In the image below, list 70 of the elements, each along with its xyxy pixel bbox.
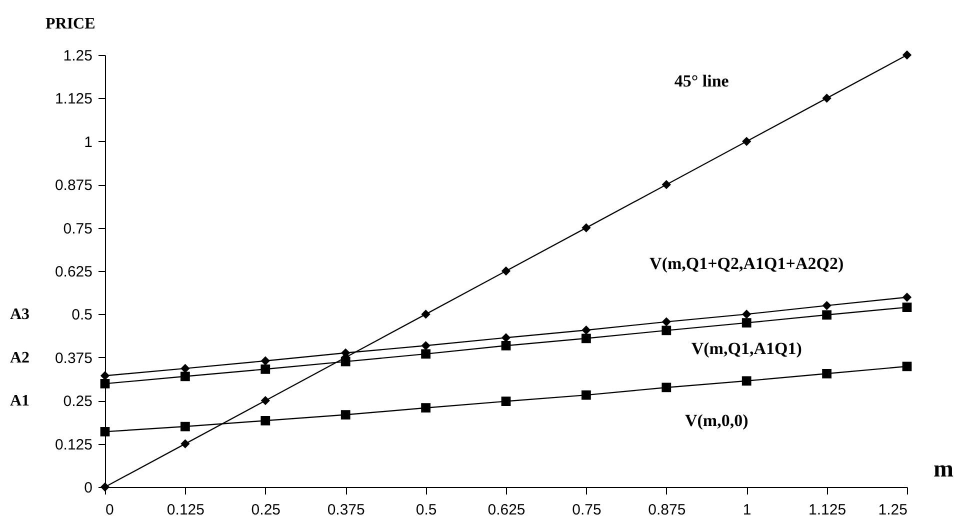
y-tick-label: 0.25: [63, 393, 92, 410]
point: [662, 180, 671, 189]
y-tick-label: 0: [84, 480, 92, 496]
x-tick-label: 0.625: [488, 502, 526, 518]
point: [582, 334, 591, 344]
point: [822, 301, 832, 310]
point: [340, 410, 350, 420]
point: [421, 341, 430, 350]
y-tick-label: 0.125: [54, 436, 92, 454]
point: [822, 368, 832, 378]
point: [180, 439, 190, 448]
y-tick-label: 0.375: [54, 350, 92, 367]
point: [100, 378, 110, 388]
text: A2: [10, 349, 30, 366]
x-tick-label: 0.5: [416, 502, 437, 518]
point: [902, 362, 912, 372]
x-tick-label: 0.875: [648, 502, 686, 518]
point: [100, 427, 110, 436]
point: [260, 416, 270, 426]
series-label: V(m,0,0): [684, 410, 748, 430]
point: [742, 137, 751, 146]
x-tick-label: 1: [742, 502, 752, 518]
point: [742, 376, 752, 386]
point: [902, 50, 912, 60]
series-label: V(m,Q1,A1Q1): [691, 338, 802, 358]
x-tick-label: 0: [106, 502, 114, 518]
point: [662, 382, 672, 392]
x-tick-label: 0.125: [166, 502, 204, 518]
point: [582, 390, 591, 400]
y-axis-title: PRICE: [46, 16, 96, 32]
point: [100, 482, 110, 492]
x-tick-label: 0.25: [251, 502, 280, 518]
series-label: V(m,Q1+Q2,A1Q1+A2Q2): [650, 254, 844, 274]
point: [180, 364, 190, 373]
point: [822, 94, 832, 103]
point: [421, 310, 430, 319]
point: [662, 326, 672, 336]
y-tick-label: 1.25: [63, 48, 92, 64]
y-tick-label: 0.75: [63, 220, 92, 238]
x-tick-label: 1.125: [808, 502, 846, 518]
y-tick-label: 0.5: [72, 306, 92, 324]
point: [822, 310, 832, 320]
point: [582, 223, 591, 232]
point: [501, 396, 511, 406]
y-tick-label: 1: [84, 134, 92, 151]
x-tick-label: 0.75: [572, 502, 602, 518]
point: [260, 364, 270, 374]
point: [662, 317, 671, 326]
x-axis-title: m: [934, 456, 954, 482]
point: [180, 372, 190, 382]
point: [902, 292, 912, 302]
point: [421, 349, 430, 359]
y-tick-label: 0.875: [54, 177, 92, 194]
point: [902, 302, 912, 312]
point: [742, 310, 751, 319]
y-tick-label: 1.125: [54, 90, 92, 108]
point: [180, 422, 190, 432]
x-tick-label: 1.25: [878, 502, 908, 518]
point: [742, 318, 752, 328]
text: A3: [10, 306, 30, 324]
point: [421, 403, 430, 413]
point: [261, 396, 270, 405]
text: A1: [10, 392, 30, 410]
point: [261, 356, 270, 366]
text: 45° line: [674, 71, 730, 90]
y-tick-label: 0.625: [54, 264, 92, 280]
point: [501, 340, 511, 350]
point: [502, 266, 510, 276]
x-tick-label: 0.375: [327, 502, 365, 518]
point: [582, 326, 591, 334]
